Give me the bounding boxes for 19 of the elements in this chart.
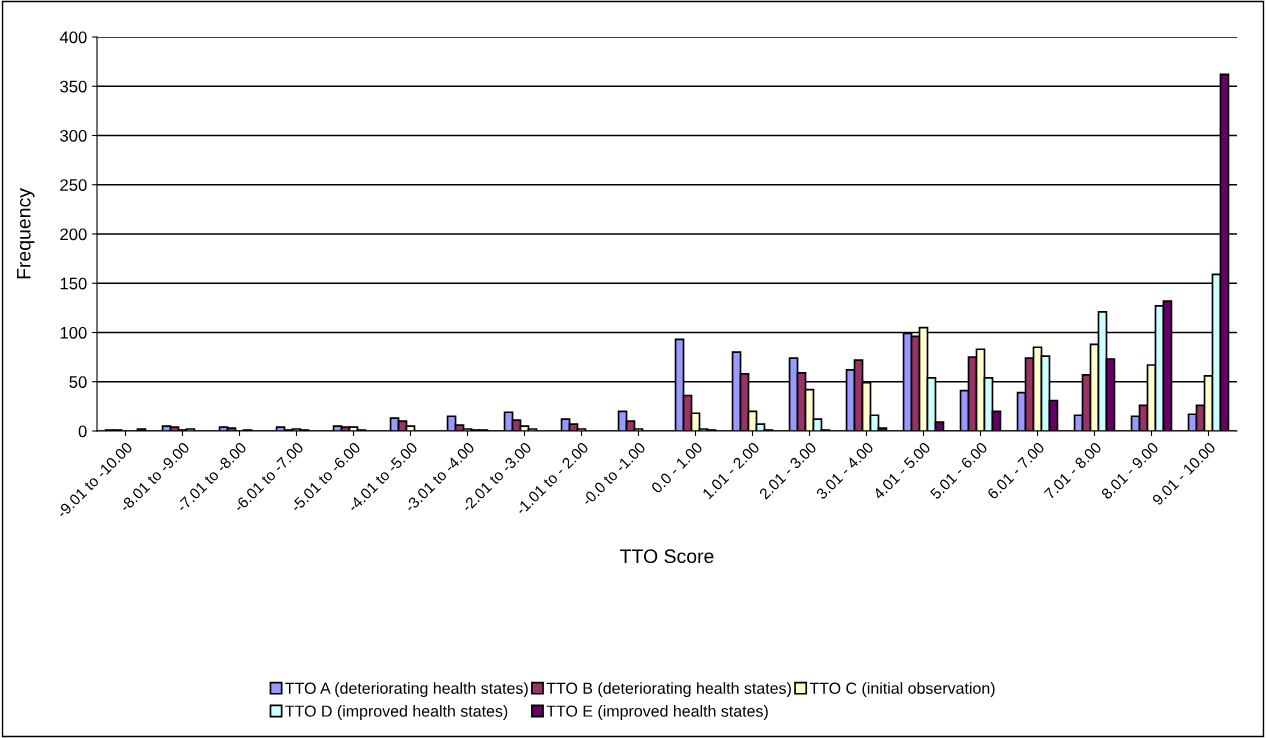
legend-label: TTO E (improved health states) xyxy=(546,705,768,720)
legend-label: TTO D (improved health states) xyxy=(285,705,508,720)
legend-label: TTO B (deteriorating health states) xyxy=(546,682,791,698)
y-tick-label: 400 xyxy=(59,31,87,44)
x-tick-label: 7.01 - 8.00 xyxy=(1043,441,1103,500)
legend-label: TTO C (initial observation) xyxy=(809,682,995,698)
y-tick-label: 150 xyxy=(60,277,87,290)
x-tick-label: 5.01 - 6.00 xyxy=(929,441,989,500)
y-axis-title: Frequency xyxy=(17,188,35,279)
legend-label: TTO A (deteriorating health states) xyxy=(285,682,528,698)
x-tick-label: 3.01 - 4.00 xyxy=(815,441,875,500)
y-tick-label: 350 xyxy=(60,80,87,93)
y-tick-label: 250 xyxy=(60,179,87,191)
y-tick-label: 300 xyxy=(60,129,87,142)
y-tick-label: 100 xyxy=(60,326,87,339)
y-tick-label: 200 xyxy=(60,228,87,241)
x-axis-title: TTO Score xyxy=(620,549,714,564)
y-tick-label: 0 xyxy=(78,425,87,438)
y-tick-label: 50 xyxy=(69,376,87,388)
